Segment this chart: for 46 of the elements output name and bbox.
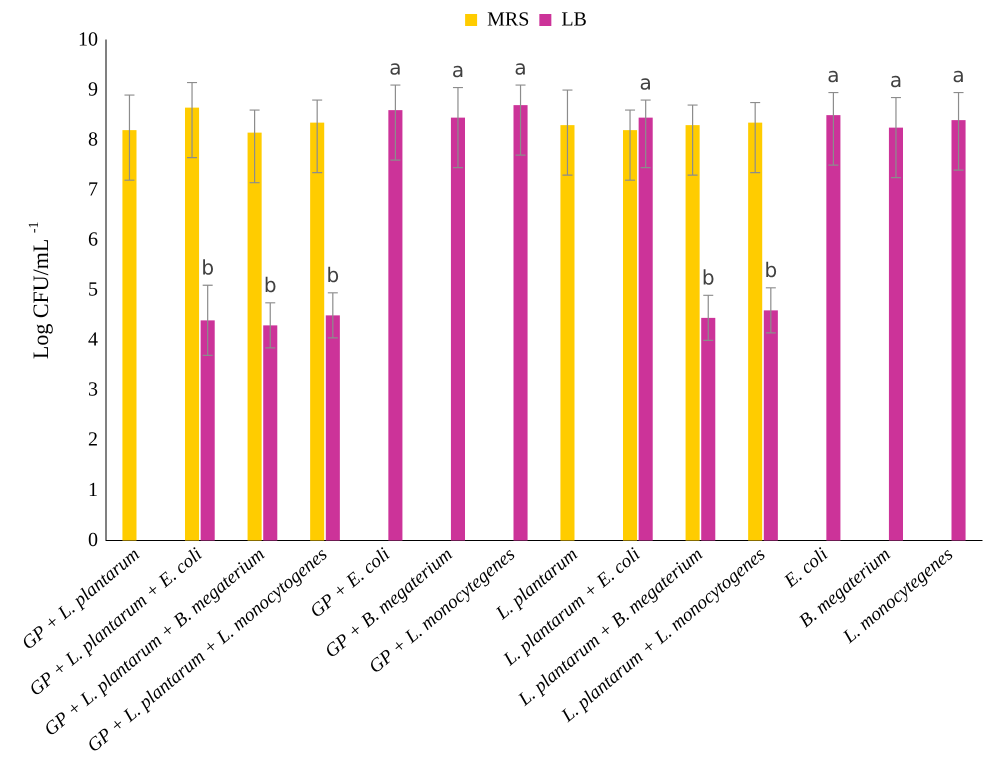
bar — [310, 122, 324, 541]
y-tick-label: 10 — [78, 28, 98, 50]
bar — [184, 108, 200, 541]
bar — [388, 110, 402, 541]
annotation: b — [264, 273, 277, 298]
bar — [263, 325, 278, 541]
y-tick-label: 0 — [88, 528, 98, 551]
y-tick-label: 2 — [88, 428, 98, 451]
annotation: a — [514, 55, 527, 80]
annotation: a — [452, 58, 464, 82]
bar — [622, 130, 638, 541]
y-tick-label: 9 — [88, 78, 98, 100]
annotation: a — [952, 62, 965, 87]
y-tick-label: 6 — [88, 228, 98, 250]
bar — [888, 128, 904, 541]
y-tick-label: 8 — [88, 128, 98, 150]
y-tick-label: 3 — [88, 378, 98, 401]
bar — [122, 130, 137, 541]
annotation: a — [640, 70, 652, 94]
y-tick-label: 5 — [88, 278, 98, 301]
annotation: a — [827, 62, 840, 87]
annotation: a — [389, 55, 402, 80]
bar — [450, 118, 466, 541]
bar — [764, 310, 778, 541]
annotation: b — [702, 266, 715, 290]
bar — [826, 115, 840, 541]
bar — [701, 318, 716, 541]
legend-label: LB — [561, 8, 587, 30]
bar — [248, 132, 262, 541]
legend-label: MRS — [487, 8, 530, 30]
bar — [951, 120, 966, 541]
annotation: b — [201, 255, 214, 280]
bar — [748, 122, 762, 541]
bar — [686, 125, 700, 541]
bar — [326, 315, 340, 541]
y-tick-label: 1 — [88, 478, 98, 501]
bar — [560, 125, 575, 541]
annotation: a — [890, 68, 902, 92]
annotation: b — [326, 262, 340, 287]
bar — [200, 320, 215, 541]
y-axis-title: Log CFU/mL -1 — [27, 222, 53, 360]
annotation: b — [764, 258, 778, 282]
y-tick-label: 4 — [88, 328, 98, 351]
bar — [513, 105, 528, 541]
y-tick-label: 7 — [88, 178, 98, 200]
bar — [638, 118, 653, 541]
